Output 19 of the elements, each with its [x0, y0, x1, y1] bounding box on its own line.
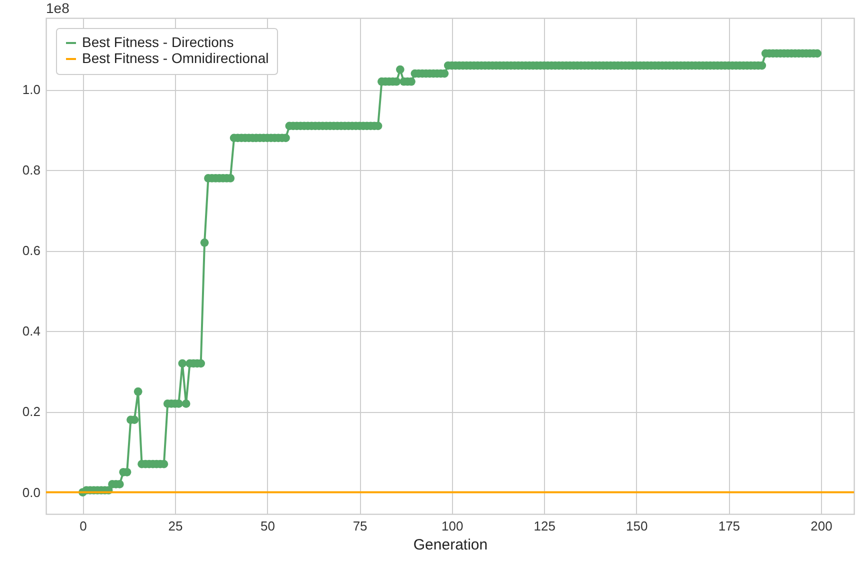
x-tick-label: 100 — [441, 518, 464, 534]
y-tick-label: 0.6 — [22, 243, 40, 258]
y-tick-label: 0.0 — [22, 484, 40, 500]
y-tick-label: 0.4 — [22, 324, 40, 339]
x-tick-label: 200 — [810, 518, 832, 534]
y-tick-label: 0.8 — [22, 162, 40, 178]
text: 1e8 — [46, 0, 70, 16]
x-tick-label: 125 — [534, 518, 556, 534]
legend-label: Best Fitness - Directions — [82, 34, 234, 50]
legend-label: Best Fitness - Omnidirectional — [82, 50, 269, 66]
x-axis-title: Generation — [413, 536, 488, 554]
x-tick-label: 150 — [626, 518, 648, 534]
y-tick-label: 1.0 — [22, 82, 40, 98]
y-tick-label: 0.2 — [22, 404, 40, 420]
x-tick-label: 175 — [718, 518, 740, 534]
x-tick-label: 0 — [80, 518, 87, 534]
x-tick-label: 50 — [260, 518, 276, 534]
x-tick-label: 75 — [352, 518, 368, 534]
x-tick-label: 25 — [168, 518, 183, 534]
